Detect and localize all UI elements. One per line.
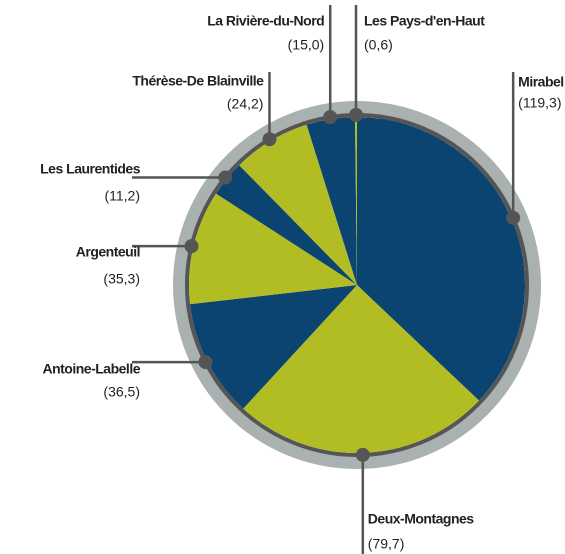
- leader-dot: [323, 110, 338, 125]
- slice-name: Mirabel: [518, 74, 564, 90]
- slice-value: (36,5): [103, 384, 140, 400]
- slice: [216, 165, 357, 285]
- slice-value: (24,2): [227, 96, 264, 112]
- slice-name: Antoine-Labelle: [42, 361, 140, 377]
- slice-name: Les Laurentides: [40, 161, 141, 177]
- leader-dot: [262, 132, 277, 147]
- leader-dot: [355, 447, 370, 462]
- leader-dot: [349, 108, 364, 123]
- slice: [355, 117, 357, 285]
- leader-dot: [184, 239, 199, 254]
- slice-value: (119,3): [518, 95, 561, 111]
- slice-name: Deux-Montagnes: [368, 511, 475, 527]
- labels: Mirabel (119,3) Deux-Montagnes (79,7) Antoin…: [40, 5, 564, 554]
- slice-value: (15,0): [288, 37, 325, 53]
- slice-value: (0,6): [364, 37, 393, 53]
- slice-name: La Rivière-du-Nord: [207, 13, 324, 29]
- leader-dot: [218, 170, 233, 185]
- slice: [239, 124, 357, 285]
- slice: [243, 285, 479, 453]
- slices: [189, 117, 526, 453]
- slice: [189, 193, 357, 305]
- slice: [357, 117, 526, 401]
- slice-name: Argenteuil: [76, 244, 140, 260]
- slice-value: (35,3): [103, 271, 140, 287]
- leader-dot: [506, 210, 521, 225]
- slice: [190, 285, 357, 409]
- slice-name: Les Pays-d'en-Haut: [364, 13, 485, 29]
- slice-value: (79,7): [368, 536, 405, 552]
- slice: [306, 117, 357, 285]
- leader-dot: [198, 355, 213, 370]
- slice-value: (11,2): [104, 188, 140, 204]
- slice-name: Thérèse-De Blainville: [132, 73, 264, 89]
